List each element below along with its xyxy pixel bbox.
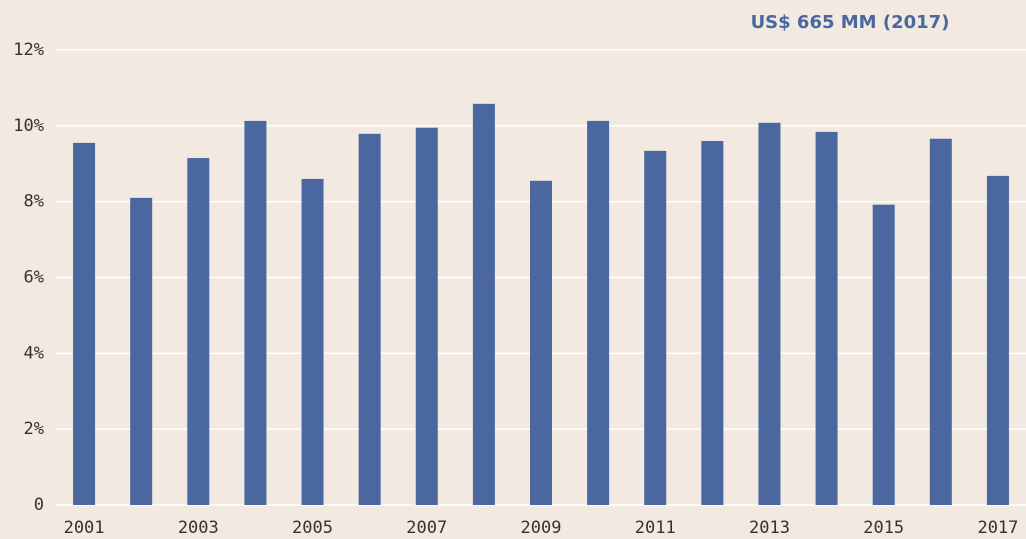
x-tick-label: 2011 xyxy=(635,518,676,538)
bar xyxy=(587,120,610,505)
bar xyxy=(358,133,381,505)
bar xyxy=(758,122,781,506)
y-tick-label: 0 xyxy=(34,495,44,515)
x-tick-label: 2001 xyxy=(64,518,105,538)
y-tick-label: 6% xyxy=(24,268,44,288)
bar xyxy=(701,141,724,505)
x-tick-label: 2005 xyxy=(292,518,333,538)
bar xyxy=(872,204,895,505)
bar xyxy=(472,103,495,505)
annotation: US$ 665 MM (2017) xyxy=(751,12,950,33)
x-tick-label: 2013 xyxy=(749,518,790,538)
bar xyxy=(244,120,267,505)
x-tick-label: 2003 xyxy=(178,518,219,538)
bar xyxy=(73,142,96,506)
y-tick-label: 10% xyxy=(13,116,44,136)
bar xyxy=(415,127,438,506)
x-tick-label: 2017 xyxy=(977,518,1018,538)
bar xyxy=(929,138,952,505)
bar xyxy=(530,180,552,505)
bar xyxy=(644,150,667,505)
bar xyxy=(187,158,210,505)
y-tick-label: 8% xyxy=(24,192,44,212)
y-tick-label: 12% xyxy=(13,40,44,60)
x-tick-label: 2009 xyxy=(521,518,562,538)
y-tick-label: 4% xyxy=(24,343,44,363)
bar xyxy=(815,131,838,505)
x-tick-label: 2015 xyxy=(863,518,904,538)
x-tick-label: 2007 xyxy=(406,518,447,538)
y-tick-label: 2% xyxy=(24,419,44,439)
bar xyxy=(130,197,153,505)
bar xyxy=(986,175,1009,505)
bar xyxy=(301,178,324,505)
